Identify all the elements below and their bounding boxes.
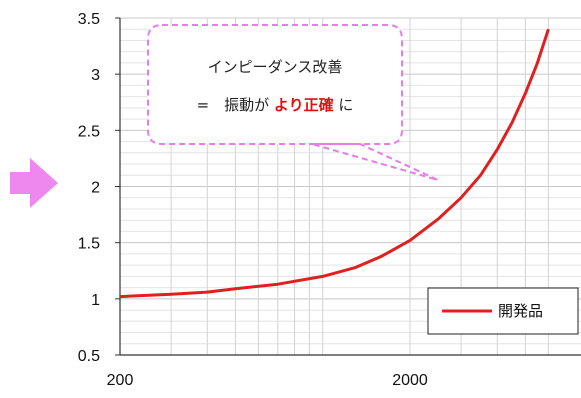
y-tick-label: 2 (91, 180, 100, 197)
y-tick-label: 0.5 (78, 348, 100, 365)
legend: 開発品 (427, 287, 579, 335)
annotation-line-2-suffix: に (338, 96, 353, 114)
annotation-callout: インピーダンス改善 = 振動が より正確 に (147, 24, 439, 181)
series-layer (119, 28, 550, 299)
annotation-line-1: インピーダンス改善 (208, 58, 343, 76)
x-tick-labels: 200 2000 (107, 372, 428, 389)
x-tick-label: 200 (107, 372, 134, 389)
y-tick-label: 2.5 (78, 123, 100, 140)
annotation-line-2-prefix: = 振動が (197, 96, 270, 114)
legend-label: 開発品 (498, 302, 543, 320)
annotation-emphasis: より正確 (274, 96, 334, 114)
annotation-line-2: = 振動が より正確 に (197, 96, 354, 114)
y-tick-label: 1.5 (78, 236, 100, 253)
y-tick-label: 3 (91, 67, 100, 84)
y-tick-label: 1 (91, 292, 100, 309)
y-tick-labels: 3.5 3 2.5 2 1.5 1 0.5 (78, 11, 120, 365)
x-tick-label: 2000 (392, 372, 428, 389)
series-line (119, 28, 550, 299)
y-tick-label: 3.5 (78, 11, 100, 28)
right-arrow-icon (10, 158, 58, 208)
